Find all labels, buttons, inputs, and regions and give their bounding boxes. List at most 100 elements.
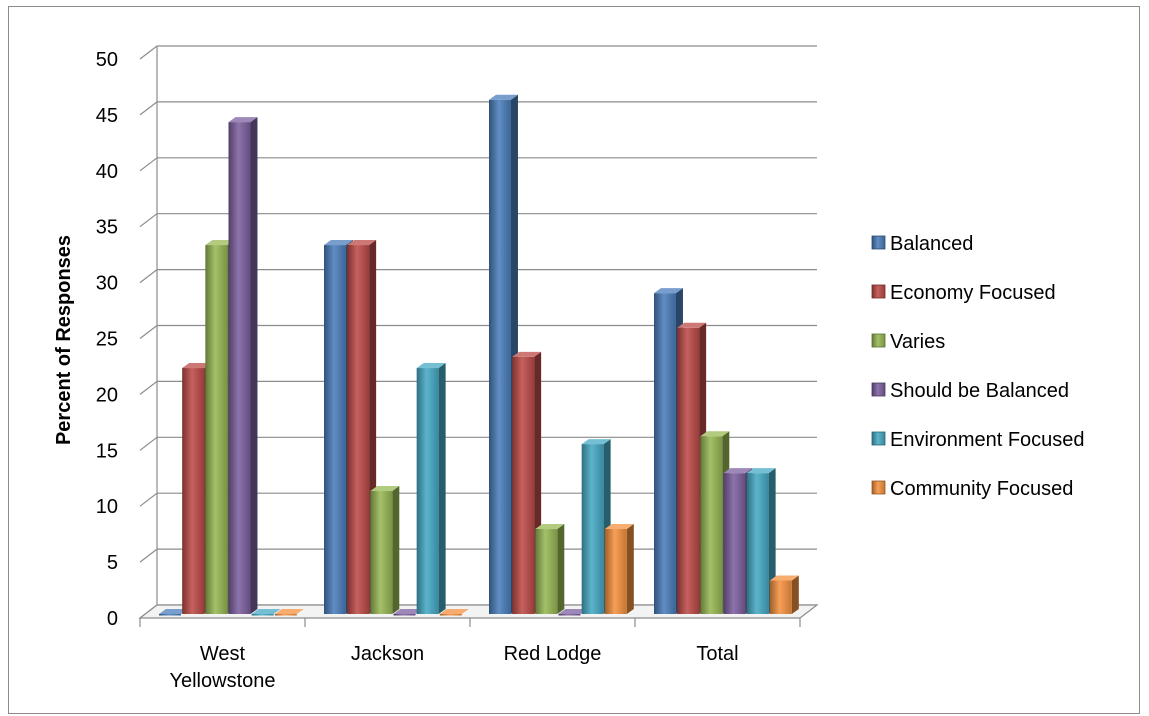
y-tick-label: 40 [96, 161, 118, 183]
bar [769, 575, 799, 614]
bar-front [159, 614, 181, 616]
bar-top [535, 524, 565, 530]
bar-top [228, 117, 258, 123]
bar-side [438, 363, 446, 614]
gridline-diag [139, 101, 158, 116]
bar-front [746, 473, 769, 614]
bar-top [251, 609, 281, 614]
legend-swatch [871, 333, 886, 348]
legend-item: Balanced [871, 233, 973, 255]
legend-swatch [871, 235, 886, 250]
bar-front [393, 614, 416, 616]
legend-label: Economy Focused [890, 282, 1056, 304]
bar-top [558, 609, 588, 614]
bar-top [347, 240, 377, 246]
gridline-diag [139, 380, 158, 395]
gridline-diag [139, 492, 158, 507]
floor-plane [138, 604, 819, 619]
bar-front [535, 529, 558, 614]
legend-item: Economy Focused [871, 282, 1056, 304]
bars [159, 94, 799, 616]
bar-top [746, 468, 776, 474]
bar-top [159, 609, 188, 614]
bar-front [274, 614, 297, 616]
y-axis-label: Percent of Responses [53, 235, 75, 445]
bar-top [393, 609, 423, 614]
bar-top [700, 431, 730, 437]
bar-front [512, 356, 535, 614]
y-tick-label: 10 [96, 496, 118, 518]
legend-label: Varies [890, 331, 945, 353]
bar [558, 609, 588, 616]
gridline-diag [139, 436, 158, 451]
bar-front [370, 491, 393, 614]
bar-front [324, 245, 346, 614]
x-category-label: Red Lodge [504, 643, 602, 665]
bar-front [228, 122, 251, 614]
bar-front [251, 614, 274, 616]
bar [535, 524, 565, 614]
y-tick-label: 25 [96, 329, 118, 351]
bar-front [416, 368, 439, 614]
bar-front [558, 614, 581, 616]
gridline-diag [139, 213, 158, 228]
bar [274, 609, 304, 616]
legend-label: Environment Focused [890, 429, 1085, 451]
x-category-label: West Yellowstone [169, 643, 275, 692]
bar-top [723, 468, 753, 474]
x-category-label: Jackson [351, 643, 424, 665]
legend-swatch [871, 480, 886, 495]
bar-top [182, 363, 212, 369]
legend-swatch [871, 431, 886, 446]
bar-side [392, 486, 400, 614]
bar-top [769, 575, 799, 581]
bar-front [439, 614, 462, 616]
bar-front [677, 327, 700, 614]
bar-front [654, 293, 676, 614]
gridline-diag [139, 157, 158, 172]
bar-top [489, 94, 518, 100]
bar-top [677, 322, 707, 328]
legend-label: Community Focused [890, 478, 1073, 500]
bar-side [791, 575, 799, 614]
bar-top [654, 288, 683, 294]
y-tick-label: 30 [96, 273, 118, 295]
y-tick-label: 45 [96, 105, 118, 127]
legend-label: Balanced [890, 233, 973, 255]
bar [251, 609, 281, 616]
bar-top [439, 609, 469, 614]
x-axis-categories: West Yellowstone Jackson Red Lodge Total [169, 643, 738, 692]
bar [746, 468, 776, 614]
bar-top [604, 524, 634, 530]
bar-front [205, 245, 228, 614]
y-tick-label: 15 [96, 440, 118, 462]
bar [393, 609, 423, 616]
bar-front [700, 436, 723, 614]
legend: Balanced Economy Focused Varies Should be B… [871, 233, 1085, 500]
bar-front [604, 529, 627, 614]
bar-top [324, 240, 353, 246]
bar-top [512, 351, 542, 357]
bar [604, 524, 634, 614]
bar-front [723, 473, 746, 614]
y-tick-label: 0 [107, 608, 118, 630]
bar-top [274, 609, 304, 614]
bar-front [347, 245, 370, 614]
legend-item: Environment Focused [871, 429, 1085, 451]
legend-swatch [871, 382, 886, 397]
bar-side [557, 524, 565, 614]
gridline-diag [139, 548, 158, 563]
bar-front [182, 368, 205, 614]
bar [416, 363, 446, 614]
gridline-diag [139, 325, 158, 339]
chart-floor [138, 604, 819, 627]
bar-side [768, 468, 776, 614]
bar-top [370, 486, 400, 492]
bar-top [416, 363, 446, 369]
bar-top [581, 439, 611, 445]
gridline-diag [139, 269, 158, 284]
legend-swatch [871, 284, 886, 299]
bar-front [769, 580, 792, 614]
legend-item: Community Focused [871, 478, 1073, 500]
